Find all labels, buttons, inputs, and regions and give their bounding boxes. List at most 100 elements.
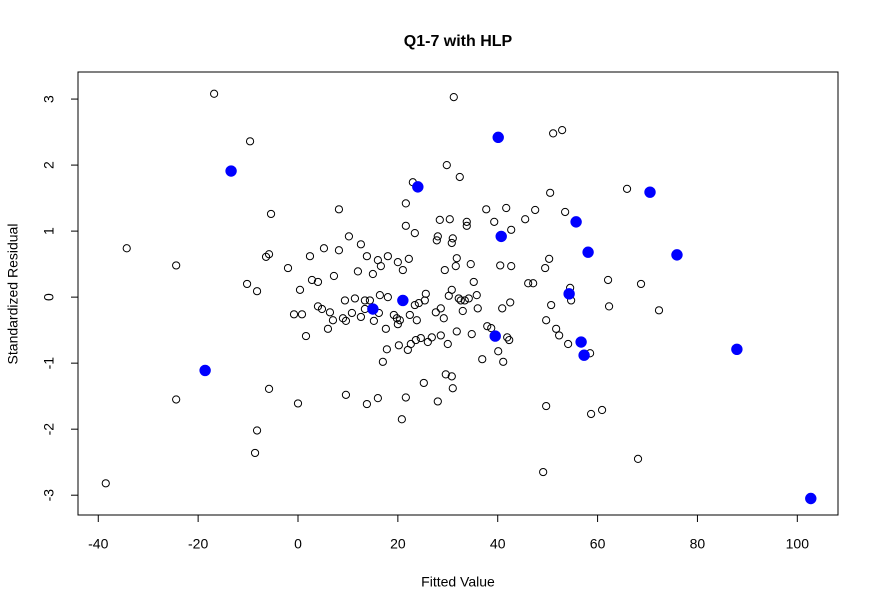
data-point	[507, 262, 516, 271]
data-point	[373, 394, 382, 403]
data-point	[423, 337, 432, 347]
data-point	[421, 289, 430, 298]
data-point	[432, 236, 441, 245]
data-point	[250, 448, 260, 458]
data-point	[455, 172, 464, 182]
data-point	[597, 405, 607, 415]
data-point	[575, 336, 587, 348]
data-point	[458, 306, 467, 316]
plot-frame	[77, 71, 839, 516]
data-point	[507, 225, 516, 234]
data-point	[252, 426, 262, 435]
data-point	[362, 252, 372, 261]
data-point	[405, 310, 414, 320]
data-point	[531, 205, 540, 215]
data-point	[546, 188, 555, 197]
data-point	[498, 304, 507, 313]
data-point	[283, 263, 293, 273]
data-point	[521, 215, 530, 224]
data-point	[582, 246, 594, 258]
data-point	[464, 294, 473, 303]
data-point	[451, 262, 460, 271]
data-point	[242, 279, 252, 289]
data-point	[442, 160, 451, 170]
data-point	[452, 327, 461, 336]
data-point	[545, 254, 554, 263]
data-point	[369, 316, 378, 325]
data-point	[305, 252, 315, 261]
y-tick-label: 0	[41, 293, 57, 301]
data-point	[564, 339, 573, 349]
data-point	[604, 302, 614, 311]
data-point	[401, 199, 410, 208]
data-point	[301, 331, 311, 341]
data-point	[381, 324, 390, 333]
data-point	[431, 308, 440, 317]
data-point	[395, 316, 404, 325]
data-point	[570, 216, 582, 228]
data-point	[563, 288, 575, 300]
data-point	[447, 238, 456, 248]
data-point	[541, 263, 550, 273]
data-point	[671, 249, 683, 261]
data-point	[410, 300, 419, 310]
y-tick-label: -3	[41, 489, 57, 502]
data-point	[603, 275, 613, 285]
data-point	[448, 234, 457, 243]
data-point	[419, 378, 428, 388]
data-point	[542, 316, 551, 325]
data-point	[313, 302, 323, 311]
data-point	[466, 260, 475, 269]
data-point	[448, 384, 457, 393]
data-point	[506, 298, 515, 307]
x-axis-label: Fitted Value	[421, 574, 495, 590]
data-point	[410, 228, 419, 238]
data-point	[633, 454, 643, 463]
x-tick-label: 60	[590, 536, 606, 552]
x-tick-label: 40	[490, 536, 506, 552]
data-point	[383, 252, 392, 261]
data-point	[323, 324, 333, 333]
data-point	[334, 205, 344, 214]
data-point	[447, 285, 456, 294]
data-point	[586, 409, 596, 419]
data-point	[436, 331, 445, 340]
data-point	[398, 265, 407, 275]
x-tick-label: 20	[390, 536, 406, 552]
data-point	[368, 269, 377, 279]
data-point	[440, 265, 449, 275]
data-point	[469, 277, 478, 287]
data-point	[462, 221, 471, 230]
data-point	[443, 339, 452, 349]
data-point	[539, 467, 548, 477]
data-point	[622, 184, 632, 193]
data-point	[578, 349, 590, 361]
data-point	[487, 324, 496, 333]
data-point	[473, 304, 482, 313]
data-point	[478, 355, 487, 364]
data-point	[362, 399, 372, 409]
data-point	[524, 279, 533, 288]
data-point	[636, 279, 646, 289]
data-point	[122, 244, 131, 253]
data-point	[805, 492, 817, 505]
data-point	[264, 250, 274, 259]
data-point	[350, 294, 360, 303]
data-point	[456, 296, 465, 305]
data-point	[295, 285, 305, 294]
data-point	[420, 296, 429, 305]
data-point	[499, 357, 508, 366]
y-tick-label: 1	[41, 227, 57, 235]
data-point	[496, 261, 505, 270]
x-tick-label: 80	[690, 536, 706, 552]
data-point	[266, 209, 276, 219]
x-tick-label: -20	[188, 536, 208, 552]
data-point	[313, 277, 323, 287]
data-point	[397, 415, 406, 424]
y-tick-label: 2	[41, 161, 57, 169]
x-tick-label: -40	[88, 536, 108, 552]
data-point	[172, 261, 181, 270]
data-point	[503, 333, 512, 342]
data-point	[435, 215, 444, 224]
data-point	[319, 244, 329, 253]
